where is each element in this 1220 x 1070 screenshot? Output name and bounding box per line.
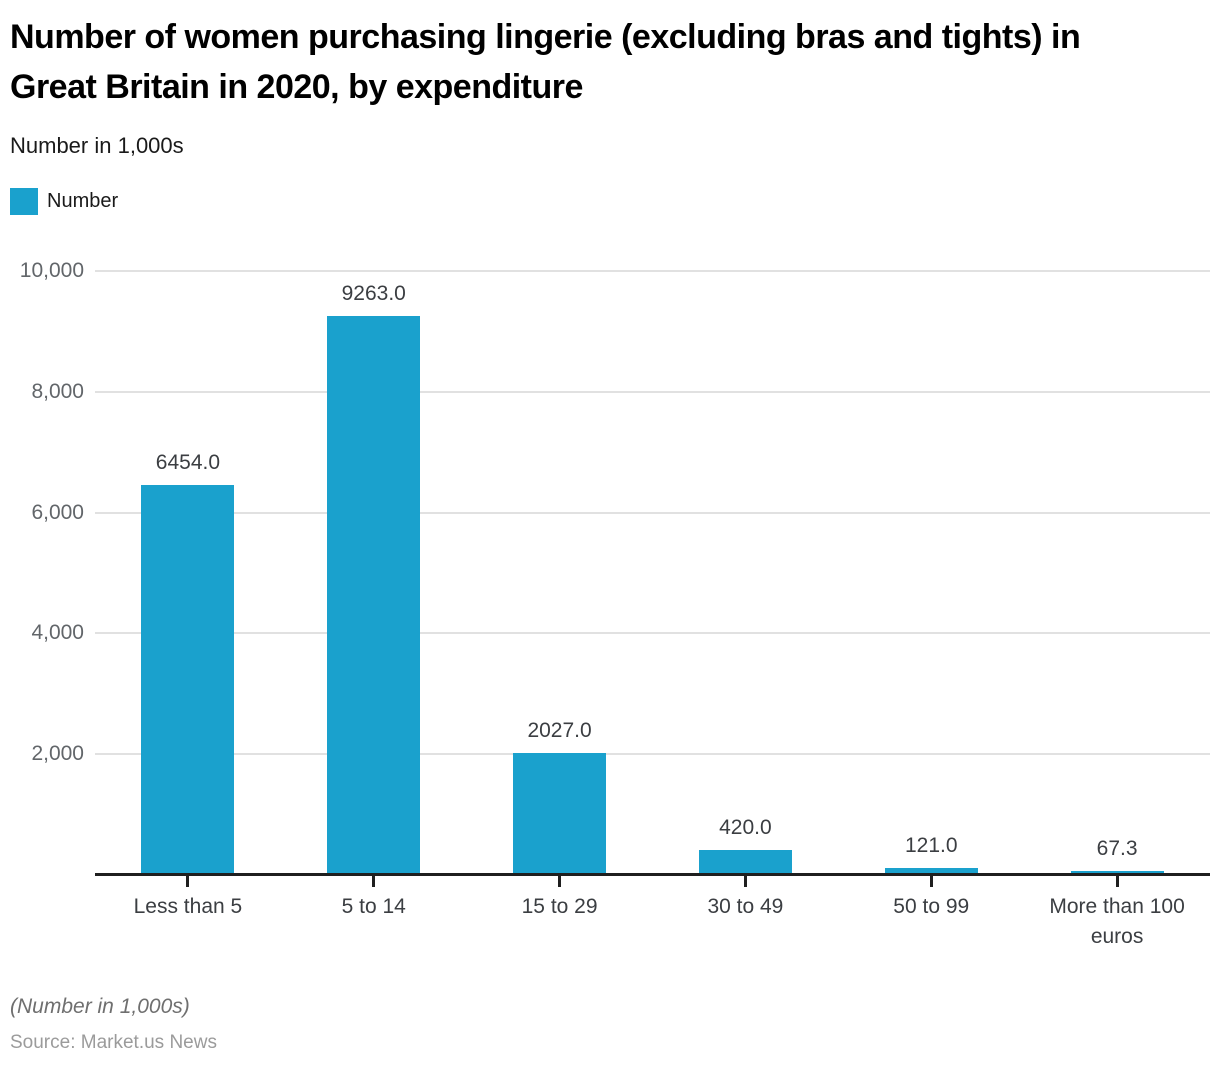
bar[interactable] (884, 868, 978, 875)
gridline (95, 270, 1210, 272)
bar[interactable] (141, 485, 235, 875)
bar[interactable] (698, 850, 792, 875)
x-axis-tick-mark (372, 876, 376, 887)
x-axis-label: 50 to 99 (893, 895, 970, 918)
bar[interactable] (513, 753, 607, 875)
footnote: (Number in 1,000s) (10, 995, 190, 1018)
gridline (95, 632, 1210, 635)
x-axis-line (95, 873, 1210, 876)
bar[interactable] (327, 316, 421, 875)
x-axis-label: More than 100 euros (1049, 895, 1185, 948)
source-text: Source: Market.us News (10, 1032, 217, 1053)
x-axis-tick-mark (743, 876, 747, 887)
y-axis-tick-label: 10,000 (19, 259, 84, 282)
y-axis-tick-label: 4,000 (31, 621, 84, 645)
gridline (95, 753, 1210, 756)
x-axis-label: 30 to 49 (707, 895, 784, 918)
chart-title: Number of women purchasing lingerie (exc… (10, 18, 1081, 106)
y-axis-tick-label: 6,000 (31, 500, 84, 524)
bar-value-label: 6454.0 (155, 451, 221, 474)
bar-value-label: 420.0 (719, 816, 772, 839)
bar-value-label: 2027.0 (527, 719, 592, 742)
x-axis-tick-mark (929, 876, 933, 887)
chart-subtitle: Number in 1,000s (10, 133, 184, 158)
legend-label: Number (47, 189, 119, 212)
x-axis-label: Less than 5 (133, 895, 243, 918)
gridline (95, 511, 1210, 514)
legend[interactable]: Number (10, 186, 118, 216)
gridline (95, 390, 1210, 393)
x-axis-tick-mark (1115, 876, 1119, 887)
x-axis-label: 5 to 14 (341, 895, 406, 918)
y-axis-tick-label: 8,000 (31, 379, 84, 403)
x-axis-tick-mark (558, 876, 562, 887)
x-axis-tick-mark (186, 876, 190, 887)
bar-value-label: 121.0 (904, 834, 958, 857)
bar-value-label: 9263.0 (341, 282, 406, 305)
bar-value-label: 67.3 (1096, 837, 1138, 860)
chart-area: 2,000 4,000 6,000 8,000 10,000 6454.0 Less tha… (0, 259, 1220, 971)
y-axis-tick-label: 2,000 (31, 742, 84, 766)
legend-swatch-icon (10, 187, 38, 215)
x-axis-label: 15 to 29 (521, 895, 598, 918)
